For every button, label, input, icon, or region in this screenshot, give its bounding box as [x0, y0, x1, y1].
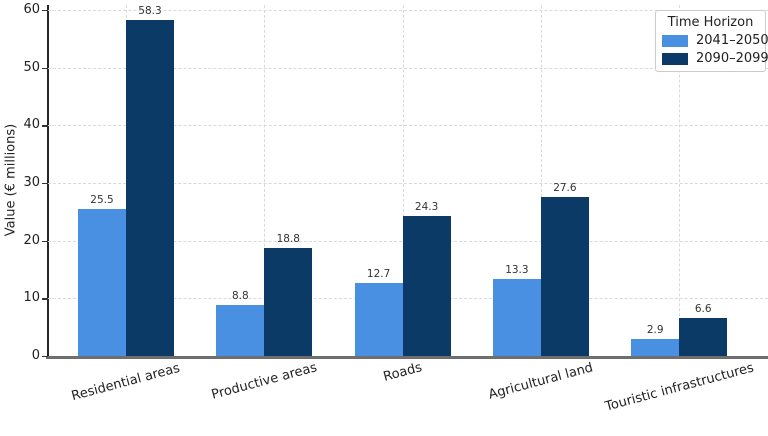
bar-value-label: 24.3: [414, 200, 439, 213]
bar-2041–2050: [492, 279, 541, 356]
x-tick-label: Residential areas: [69, 360, 182, 404]
x-tick-label: Productive areas: [209, 360, 319, 403]
bar-2041–2050: [216, 305, 265, 356]
bar-2090–2099: [264, 247, 313, 356]
bar-2090–2099: [402, 215, 451, 356]
y-tick-mark: [42, 67, 48, 70]
y-tick-label: 0: [31, 348, 40, 363]
legend-swatch: [662, 34, 688, 47]
legend-entry-label: 2041–2050: [696, 33, 768, 48]
legend-title: Time Horizon: [667, 15, 754, 30]
gridline-x: [264, 5, 266, 356]
y-tick-label: 30: [23, 175, 40, 190]
bar-2041–2050: [78, 208, 126, 356]
bar-value-label: 12.7: [366, 267, 391, 280]
legend: Time Horizon 2041–2050 2090–2099: [655, 10, 768, 72]
bar-value-label: 27.6: [553, 181, 577, 194]
gridline-x: [540, 5, 542, 356]
x-tick-label: Agricultural land: [486, 360, 595, 403]
y-tick-label: 60: [23, 2, 40, 18]
bar-2041–2050: [631, 339, 680, 356]
bar-value-label: 25.5: [90, 193, 114, 206]
y-tick-label: 40: [23, 117, 40, 133]
legend-entry: 2090–2099: [662, 51, 768, 66]
x-tick-label: Roads: [381, 360, 424, 385]
bar-value-label: 58.3: [138, 4, 162, 17]
gridline-y: [48, 125, 768, 127]
y-tick-mark: [42, 125, 48, 127]
y-tick-mark: [42, 183, 48, 185]
bar-value-label: 2.9: [646, 324, 664, 337]
legend-entry: 2041–2050: [662, 33, 768, 48]
legend-entries: 2041–2050 2090–2099: [662, 33, 768, 66]
gridline-y: [48, 10, 768, 12]
y-tick-label: 20: [23, 232, 40, 248]
gridline-y: [48, 183, 768, 184]
y-tick-label: 10: [23, 290, 40, 306]
y-axis-line: [47, 5, 49, 356]
y-tick-label: 50: [23, 59, 40, 75]
bar-2041–2050: [354, 282, 403, 356]
y-tick-mark: [42, 356, 48, 358]
gridline-x: [402, 5, 404, 356]
bar-2090–2099: [679, 317, 728, 356]
x-axis-line: [46, 356, 768, 359]
bar-value-label: 6.6: [694, 302, 712, 315]
y-tick-mark: [42, 10, 48, 12]
gridline-y: [48, 67, 768, 69]
bar-2090–2099: [126, 19, 174, 356]
legend-swatch: [662, 52, 688, 65]
legend-entry-label: 2090–2099: [696, 51, 768, 66]
x-tick-label: Touristic infrastructures: [603, 360, 756, 415]
gridline-x: [679, 5, 681, 356]
y-tick-mark: [42, 298, 48, 300]
bar-value-label: 8.8: [231, 290, 249, 303]
plot-area: 25.5 8.8 12.7 13.3 2.9 58.3 18.8 24.3 27.6 6.6: [46, 4, 768, 359]
bar-value-label: 13.3: [505, 264, 529, 277]
bar-2090–2099: [540, 196, 589, 356]
y-tick-mark: [42, 240, 48, 243]
bar-value-label: 18.8: [276, 232, 300, 245]
